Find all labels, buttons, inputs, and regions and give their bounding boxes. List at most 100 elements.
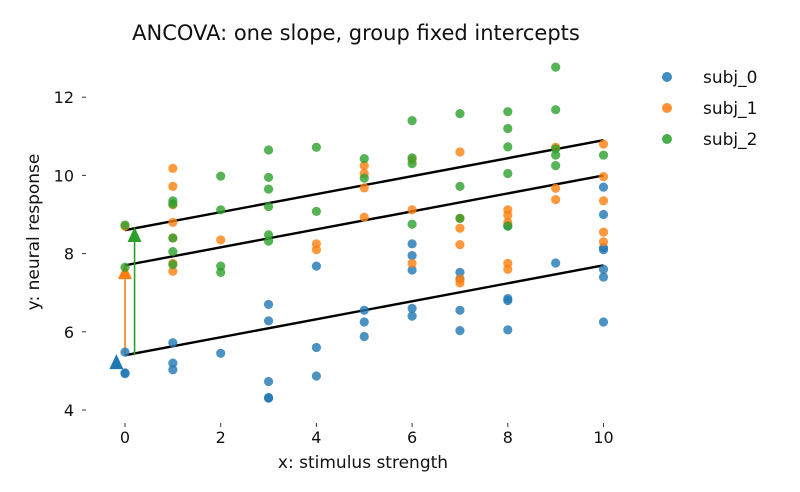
point-subj_1 (168, 181, 178, 191)
point-subj_2 (120, 220, 130, 230)
point-subj_0 (263, 299, 274, 310)
point-subj_2 (503, 221, 513, 231)
point-subj_2 (503, 123, 513, 134)
point-subj_0 (598, 317, 609, 327)
chart-title: ANCOVA: one slope, group fixed intercept… (132, 21, 580, 45)
point-subj_2 (263, 202, 274, 212)
point-subj_0 (455, 267, 465, 277)
point-subj_2 (120, 262, 130, 272)
intercept-marker-subj_2 (127, 227, 142, 243)
point-subj_0 (503, 325, 513, 335)
point-subj_0 (168, 338, 178, 348)
point-subj_0 (407, 265, 417, 275)
point-subj_2 (168, 259, 178, 270)
point-subj_0 (407, 250, 417, 261)
x-tick-label: 2 (216, 428, 226, 447)
point-subj_1 (168, 217, 178, 227)
point-subj_2 (216, 205, 226, 215)
point-subj_1 (216, 235, 226, 245)
x-tick-label: 6 (407, 428, 417, 447)
point-subj_1 (598, 139, 609, 149)
point-subj_1 (407, 205, 417, 215)
point-subj_1 (598, 237, 609, 247)
point-subj_0 (407, 239, 417, 249)
point-subj_0 (263, 392, 274, 403)
point-subj_1 (168, 266, 178, 276)
point-subj_2 (263, 184, 274, 194)
y-axis: 4 6 8 10 12 (54, 88, 86, 420)
y-tick-label: 4 (64, 401, 74, 420)
point-subj_0 (263, 376, 274, 387)
legend-label-subj_2: subj_2 (703, 130, 757, 150)
legend-marker-subj_0 (662, 72, 672, 82)
y-axis-label: y: neural response (24, 154, 44, 311)
point-subj_2 (311, 142, 321, 152)
point-subj_2 (407, 116, 417, 126)
point-subj_2 (407, 219, 417, 229)
point-subj_1 (551, 195, 561, 205)
point-subj_1 (598, 227, 609, 237)
y-tick-label: 12 (54, 88, 74, 107)
point-subj_0 (168, 365, 178, 375)
point-subj_2 (551, 105, 561, 115)
point-subj_2 (551, 144, 561, 154)
point-subj_1 (359, 212, 369, 222)
legend: subj_0 subj_1 subj_2 (662, 68, 757, 150)
point-subj_0 (359, 305, 369, 315)
point-subj_2 (551, 62, 561, 72)
point-subj_2 (216, 171, 226, 181)
point-subj_0 (359, 317, 369, 327)
x-axis-label: x: stimulus strength (278, 453, 448, 473)
point-subj_2 (503, 142, 513, 152)
x-tick-label: 0 (120, 428, 130, 447)
point-subj_1 (503, 258, 513, 268)
point-subj_2 (455, 109, 465, 119)
point-subj_2 (168, 233, 178, 243)
y-tick-label: 10 (54, 166, 74, 185)
point-subj_1 (598, 196, 609, 206)
point-subj_1 (503, 205, 513, 215)
point-subj_0 (311, 371, 321, 381)
point-subj_0 (120, 347, 130, 357)
x-tick-label: 4 (311, 428, 321, 447)
point-subj_2 (311, 206, 321, 216)
point-subj_2 (359, 173, 369, 183)
legend-marker-subj_2 (662, 134, 672, 144)
y-tick-label: 6 (64, 323, 74, 342)
point-subj_0 (551, 258, 561, 268)
point-subj_1 (455, 274, 465, 284)
point-subj_0 (120, 368, 130, 378)
data-points (120, 62, 609, 403)
point-subj_1 (598, 171, 609, 182)
point-subj_1 (551, 183, 561, 193)
x-tick-label: 8 (503, 428, 513, 447)
point-subj_2 (216, 261, 226, 271)
point-subj_0 (455, 326, 465, 336)
legend-marker-subj_1 (662, 103, 672, 113)
point-subj_2 (455, 181, 465, 191)
point-subj_2 (598, 150, 609, 160)
point-subj_1 (168, 163, 178, 173)
point-subj_0 (263, 316, 274, 326)
point-subj_2 (407, 153, 417, 163)
point-subj_2 (503, 168, 513, 179)
point-subj_0 (455, 305, 465, 315)
point-subj_1 (455, 240, 465, 250)
point-subj_0 (598, 209, 609, 220)
point-subj_0 (359, 331, 369, 342)
x-axis: 0 2 4 6 8 10 (120, 423, 614, 447)
point-subj_0 (311, 342, 321, 353)
point-subj_1 (359, 183, 369, 193)
point-subj_2 (263, 172, 274, 182)
point-subj_1 (407, 258, 417, 268)
point-subj_1 (455, 147, 465, 157)
point-subj_0 (503, 293, 513, 304)
point-subj_0 (407, 303, 417, 313)
y-tick-label: 8 (64, 245, 74, 264)
point-subj_0 (407, 311, 417, 321)
point-subj_0 (168, 358, 178, 368)
point-subj_2 (263, 230, 274, 240)
point-subj_0 (311, 261, 321, 271)
legend-label-subj_0: subj_0 (703, 68, 757, 88)
